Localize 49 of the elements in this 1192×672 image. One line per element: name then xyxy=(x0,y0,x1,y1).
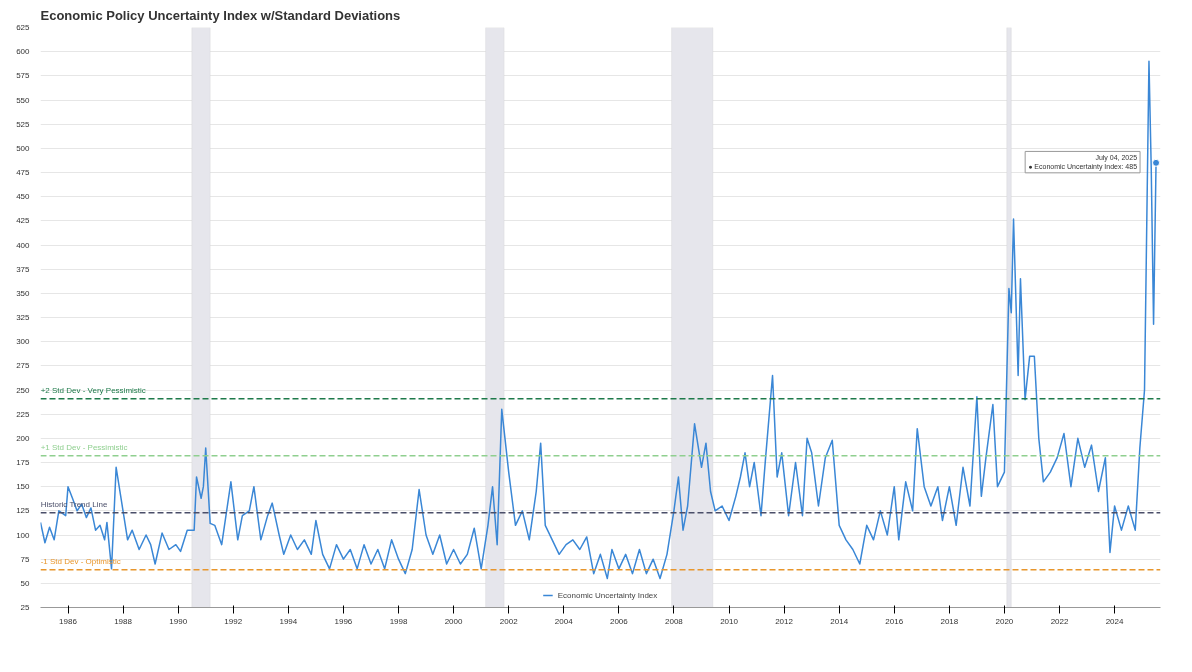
x-tick-label: 1988 xyxy=(114,616,133,626)
y-tick-label: 450 xyxy=(16,192,31,202)
x-tick-label: 1998 xyxy=(389,616,408,626)
y-tick-label: 600 xyxy=(16,47,31,57)
x-tick-label: 2006 xyxy=(609,616,629,626)
y-tick-label: 425 xyxy=(16,216,31,226)
x-tick-label: 2020 xyxy=(995,616,1014,626)
y-tick-label: 175 xyxy=(16,458,31,467)
x-tick-label: 2004 xyxy=(554,616,574,626)
y-tick-label: 525 xyxy=(16,119,31,129)
y-tick-label: 500 xyxy=(16,143,31,153)
ref-line-label: +1 Std Dev - Pessimistic xyxy=(40,442,128,452)
y-tick-label: 150 xyxy=(16,482,31,492)
y-tick-label: 125 xyxy=(16,506,31,516)
x-tick-label: 2018 xyxy=(940,616,959,626)
y-tick-label: 400 xyxy=(16,240,31,250)
chart-title: Economic Policy Uncertainty Index w/Standard Deviations xyxy=(40,7,401,23)
x-tick-label: 2024 xyxy=(1105,616,1125,626)
legend-label: Economic Uncertainty Index xyxy=(557,590,658,600)
x-tick-label: 2002 xyxy=(499,616,519,626)
x-tick-label: 2000 xyxy=(444,616,464,626)
x-tick-label: 1992 xyxy=(224,616,243,626)
x-tick-label: 1986 xyxy=(59,616,78,626)
x-tick-label: 2016 xyxy=(885,616,904,626)
x-tick-label: 2008 xyxy=(665,616,684,626)
x-tick-label: 2014 xyxy=(830,616,849,626)
ref-line-label: +2 Std Dev - Very Pessimistic xyxy=(40,385,146,395)
y-tick-label: 375 xyxy=(16,264,31,274)
x-tick-label: 2010 xyxy=(720,616,739,626)
y-tick-label: 200 xyxy=(16,433,31,443)
y-tick-label: 250 xyxy=(16,385,31,395)
y-tick-label: 100 xyxy=(16,530,31,540)
y-tick-label: 300 xyxy=(16,337,31,347)
y-tick-label: 225 xyxy=(16,409,31,419)
y-tick-label: 625 xyxy=(16,23,31,32)
x-tick-label: 1996 xyxy=(334,616,353,626)
y-tick-label: 275 xyxy=(16,361,31,371)
y-tick-label: 550 xyxy=(16,95,31,105)
y-tick-label: 325 xyxy=(16,313,31,322)
x-tick-label: 2012 xyxy=(775,616,794,626)
x-tick-label: 2022 xyxy=(1050,616,1069,626)
x-tick-label: 1990 xyxy=(169,616,188,626)
y-tick-label: 350 xyxy=(16,288,31,298)
y-tick-label: 25 xyxy=(20,603,31,612)
y-tick-label: 575 xyxy=(16,71,31,81)
y-tick-label: 50 xyxy=(20,578,31,588)
y-tick-label: 75 xyxy=(20,554,31,564)
x-tick-label: 1994 xyxy=(279,616,298,626)
y-tick-label: 475 xyxy=(16,168,31,177)
